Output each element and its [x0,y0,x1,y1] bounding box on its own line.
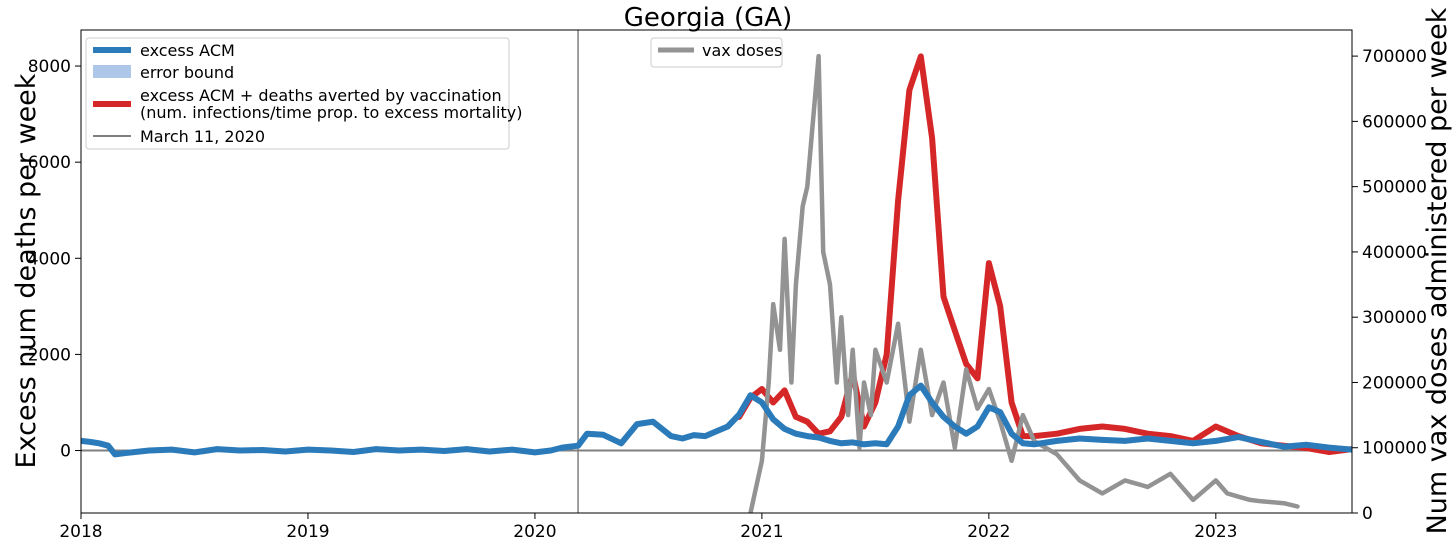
plot-frame [80,29,1353,514]
legend-right: vax doses [650,37,783,68]
legend-left-box [85,37,510,150]
x-axis: 2018 2019 2020 2021 2022 2023 [59,513,1237,542]
x-tick-label: 2018 [59,522,102,542]
legend-label-excess-acm: excess ACM [140,41,235,60]
y-right-tick-label: 0 [1362,504,1373,524]
y-left-tick-label: 4000 [28,249,71,269]
y-right-tick-label: 400000 [1362,243,1427,263]
y-left-tick-label: 2000 [28,345,71,365]
y-left-tick-label: 8000 [28,57,71,77]
x-tick-label: 2020 [513,522,556,542]
legend-label-error-bound: error bound [140,63,234,82]
legend-left: excess ACM error bound excess ACM + deat… [85,37,522,150]
y-left-tick-label: 0 [60,442,71,462]
y-axis-right-title: Num vax doses administered per week [1422,7,1453,534]
legend-label-march-11: March 11, 2020 [140,127,265,146]
y-axis-left: 0 2000 4000 6000 8000 [28,57,81,462]
plot-area [80,29,1353,514]
y-right-tick-label: 300000 [1362,308,1427,328]
y-left-tick-label: 6000 [28,153,71,173]
legend-label-averted-line2: (num. infections/time prop. to excess mo… [140,103,522,122]
y-right-tick-label: 500000 [1362,178,1427,198]
series-line-excess-acm-deaths-averted-by-vaccination [736,53,1352,455]
series-group [81,53,1352,513]
series-line-vax-doses [748,53,1300,513]
y-right-tick-label: 600000 [1362,112,1427,132]
x-tick-label: 2021 [740,522,783,542]
y-right-tick-label: 700000 [1362,47,1427,67]
y-axis-left-title: Excess num deaths per week [11,73,42,468]
series-line-excess-acm [81,382,1352,458]
y-axis-right: 0 100000 200000 300000 400000 500000 600000 700… [1352,47,1427,524]
x-tick-label: 2019 [286,522,329,542]
legend-label-vax-doses: vax doses [702,41,782,60]
legend-label-averted-line1: excess ACM + deaths averted by vaccinati… [140,86,502,105]
error-bound-band [81,382,1352,458]
x-tick-label: 2022 [967,522,1010,542]
x-tick-label: 2023 [1194,522,1237,542]
chart-title: Georgia (GA) [624,3,792,33]
legend-right-box [650,37,783,68]
legend-swatch-error-bound [93,65,131,78]
y-right-tick-label: 100000 [1362,439,1427,459]
y-right-tick-label: 200000 [1362,373,1427,393]
